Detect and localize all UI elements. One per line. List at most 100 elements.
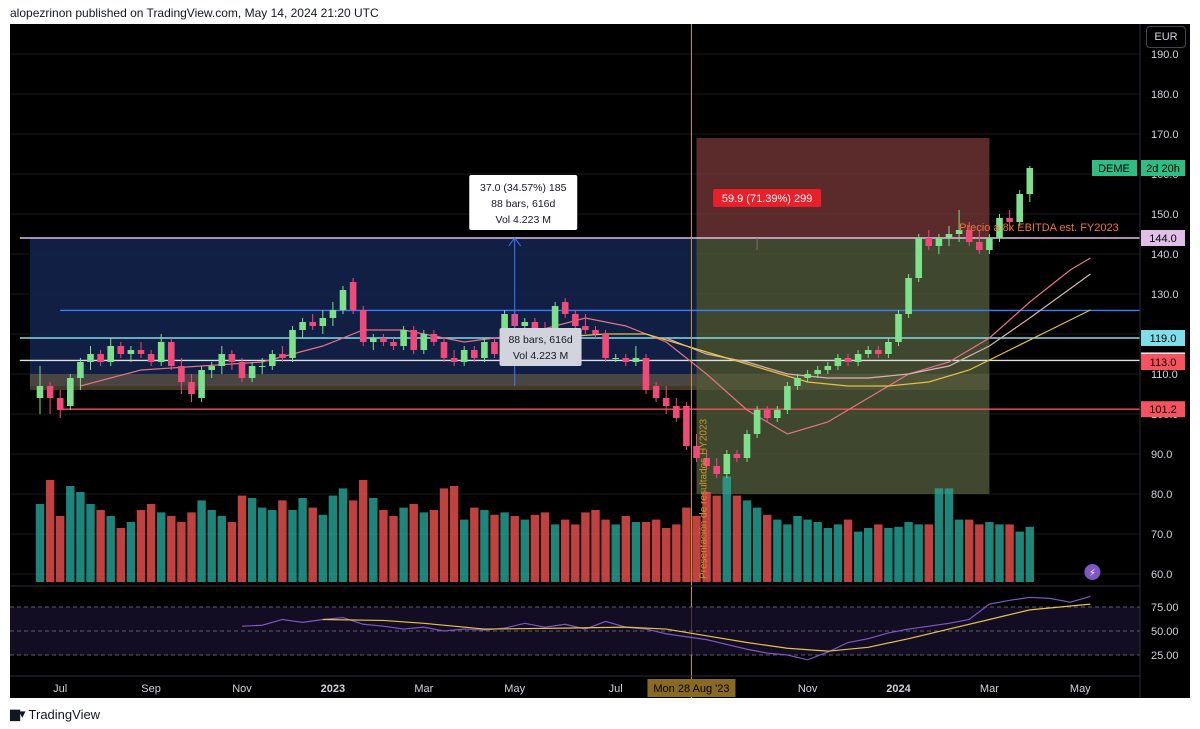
volume-bar bbox=[136, 510, 146, 582]
volume-bar bbox=[823, 528, 832, 582]
rsi-tick-label: 75.00 bbox=[1151, 602, 1179, 614]
price-tick-label: 90.0 bbox=[1151, 449, 1172, 461]
volume-bar bbox=[702, 492, 711, 582]
candle-body bbox=[602, 334, 609, 358]
moving-average-long bbox=[544, 309, 1091, 387]
measure-arrow-head bbox=[508, 237, 522, 247]
price-tick-label: 170.0 bbox=[1151, 129, 1179, 141]
volume-bar bbox=[460, 519, 469, 582]
rsi-ma-line bbox=[322, 603, 1091, 652]
candle-body bbox=[784, 386, 791, 410]
volume-bar bbox=[237, 495, 247, 582]
candle-body bbox=[1016, 194, 1023, 222]
candle-body bbox=[885, 342, 892, 354]
volume-bar bbox=[510, 516, 519, 582]
candle-body bbox=[107, 346, 114, 362]
volume-bar bbox=[954, 519, 964, 582]
volume-bar bbox=[1015, 531, 1024, 582]
volume-bar bbox=[894, 526, 903, 582]
volume-bar bbox=[682, 507, 691, 582]
volume-bar bbox=[561, 519, 570, 582]
price-badge: 119.0 bbox=[1150, 333, 1177, 345]
time-tick-label: Jul bbox=[609, 683, 623, 695]
time-tick-label: Mar bbox=[414, 683, 433, 695]
candle-body bbox=[491, 342, 498, 354]
volume-bar bbox=[853, 531, 863, 582]
volume-bar bbox=[359, 480, 368, 582]
volume-bar bbox=[298, 498, 307, 582]
candle-body bbox=[269, 354, 276, 366]
measure-info-line3: Vol 4.223 M bbox=[496, 214, 551, 226]
volume-bar bbox=[227, 522, 237, 582]
candle-body bbox=[319, 318, 327, 326]
volume-bar bbox=[884, 528, 893, 582]
candle-body bbox=[137, 350, 145, 354]
candle-body bbox=[349, 282, 357, 310]
candle-body bbox=[592, 330, 599, 334]
candle-body bbox=[67, 378, 74, 406]
volume-bar bbox=[288, 510, 297, 582]
volume-bar bbox=[742, 500, 752, 582]
time-tick-label: May bbox=[504, 683, 525, 695]
volume-bar bbox=[308, 507, 317, 582]
candle-body bbox=[157, 342, 165, 362]
candle-body bbox=[228, 354, 236, 362]
candle-body bbox=[804, 374, 811, 378]
candle-body bbox=[471, 350, 478, 358]
candle-body bbox=[824, 366, 832, 370]
currency-button[interactable]: EUR bbox=[1146, 26, 1186, 48]
volume-bar bbox=[66, 486, 75, 582]
candle-body bbox=[642, 358, 650, 390]
volume-bar bbox=[207, 510, 216, 582]
position-stop-zone bbox=[696, 138, 990, 238]
volume-bar bbox=[995, 524, 1004, 582]
candle-body bbox=[97, 354, 104, 362]
volume-bar bbox=[157, 512, 166, 582]
volume-bar bbox=[651, 519, 661, 582]
price-badge-bg bbox=[1141, 230, 1185, 246]
volume-bar bbox=[146, 504, 156, 582]
volume-bar bbox=[550, 524, 560, 582]
volume-bar bbox=[318, 514, 327, 582]
candle-body bbox=[440, 342, 448, 358]
volume-bar bbox=[874, 524, 883, 582]
candle-body bbox=[955, 230, 963, 234]
candle-body bbox=[905, 278, 912, 314]
candle-body bbox=[582, 326, 589, 330]
candle-body bbox=[258, 366, 266, 367]
volume-bar bbox=[96, 510, 105, 582]
volume-bar bbox=[843, 519, 853, 582]
volume-bar bbox=[601, 519, 610, 582]
price-badge-ticker: DEME bbox=[1098, 163, 1130, 175]
volume-bar bbox=[1005, 524, 1014, 582]
price-badge-ticker-bg bbox=[1092, 160, 1137, 176]
candle-body bbox=[208, 366, 215, 370]
volume-bar bbox=[1025, 526, 1034, 582]
volume-bar bbox=[631, 522, 641, 582]
volume-bar bbox=[752, 507, 762, 582]
candle-body bbox=[279, 354, 286, 358]
candle-body bbox=[380, 338, 387, 342]
chart-pane[interactable]: Presentación de resultados HY2023 37.0 (3… bbox=[10, 24, 1190, 698]
moving-average-mid bbox=[665, 273, 1091, 379]
candle-body bbox=[632, 358, 640, 362]
candle-body bbox=[864, 350, 872, 354]
candle-body bbox=[188, 382, 195, 394]
volume-bar bbox=[187, 512, 196, 582]
time-cursor-label: Mon 28 Aug '23 bbox=[653, 683, 729, 695]
moving-average-short bbox=[80, 257, 1091, 435]
time-tick-label: 2023 bbox=[321, 683, 345, 695]
candle-body bbox=[945, 234, 953, 238]
volume-bar bbox=[621, 516, 630, 582]
measure-info-line2: 88 bars, 616d bbox=[491, 198, 555, 210]
candle-body bbox=[733, 454, 741, 458]
price-target-text: Precio a 8x EBITDA est. FY2023 bbox=[959, 222, 1119, 234]
candle-body bbox=[248, 366, 256, 378]
volume-bar bbox=[480, 510, 489, 582]
volume-bar bbox=[439, 488, 449, 582]
candle-body bbox=[370, 338, 377, 342]
volume-bar bbox=[389, 516, 398, 582]
price-chart-svg[interactable]: Presentación de resultados HY2023 37.0 (3… bbox=[10, 24, 1190, 698]
volume-bar bbox=[409, 504, 418, 582]
volume-bar bbox=[924, 524, 933, 582]
